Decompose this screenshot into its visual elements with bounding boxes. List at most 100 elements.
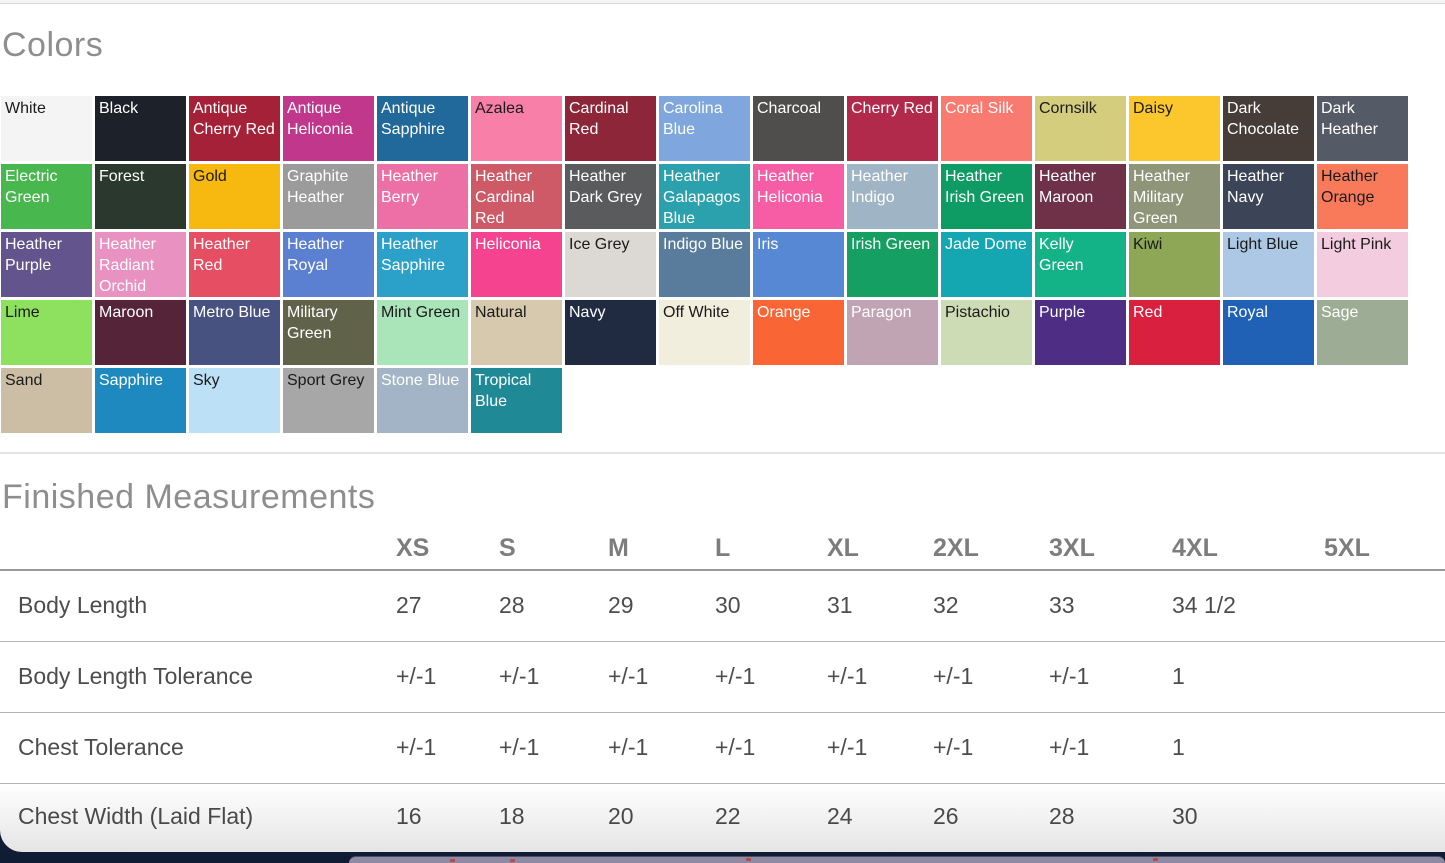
color-swatch-label: Jade Dome [945,236,1027,253]
color-swatch-sport-grey: Sport Grey [283,368,374,433]
color-swatch-carolina-blue: Carolina Blue [659,96,750,161]
color-swatch-label: Charcoal [757,100,822,117]
measurement-value-cell: 27 [396,570,499,642]
color-swatch-label: White [5,100,46,117]
color-swatch-indigo-blue: Indigo Blue [659,232,750,297]
color-swatch-sand: Sand [1,368,92,433]
color-swatch-dark-chocolate: Dark Chocolate [1223,96,1314,161]
color-swatch-label: Antique Cherry Red [193,100,275,138]
measurement-row-chest-tolerance: Chest Tolerance +/-1 +/-1 +/-1 +/-1 +/-1 +/-1 +… [0,712,1445,784]
color-swatch-label: Forest [99,168,145,185]
color-swatch-label: Stone Blue [381,372,460,389]
measurement-value-cell: 34 1/2 [1172,570,1324,642]
color-swatch-label: Off White [663,304,730,321]
color-swatch-paragon: Paragon [847,300,938,365]
color-swatch-cornsilk: Cornsilk [1035,96,1126,161]
color-swatch-label: Heather Radiant Orchid [99,236,156,295]
color-swatch-heather-military-green: Heather Military Green [1129,164,1220,229]
color-swatch-label: Sapphire [99,372,164,389]
measurement-value-cell: +/-1 [1049,641,1172,713]
color-swatch-daisy: Daisy [1129,96,1220,161]
measurement-value-cell [1324,570,1445,642]
size-column-header-s: S [499,528,608,571]
measurement-value-cell: +/-1 [827,641,933,713]
measurement-value-cell: +/-1 [396,712,499,784]
color-swatch-label: Cardinal Red [569,100,629,138]
measurement-value-cell: 29 [608,570,715,642]
color-swatch-label: Military Green [287,304,338,342]
size-column-header-2xl: 2XL [933,528,1049,571]
color-swatch-heather-dark-grey: Heather Dark Grey [565,164,656,229]
measurement-value-cell: +/-1 [608,641,715,713]
color-swatch-maroon: Maroon [95,300,186,365]
color-swatch-label: Heather Military Green [1133,168,1190,227]
size-column-header-xl: XL [827,528,933,571]
color-swatch-sage: Sage [1317,300,1408,365]
color-swatch-label: Red [1133,304,1163,321]
color-swatch-label: Heather Navy [1227,168,1284,206]
measurement-value-cell: 28 [1049,802,1075,829]
measurement-row-body-length-tolerance: Body Length Tolerance +/-1 +/-1 +/-1 +/-1 +/-… [0,641,1445,713]
color-swatch-label: Coral Silk [945,100,1014,117]
color-swatch-natural: Natural [471,300,562,365]
color-swatch-azalea: Azalea [471,96,562,161]
measurement-value-cell: +/-1 [827,712,933,784]
color-swatch-antique-cherry-red: Antique Cherry Red [189,96,280,161]
color-swatch-label: Carolina Blue [663,100,723,138]
measurements-section-heading: Finished Measurements [2,478,376,516]
color-swatch-label: Irish Green [851,236,931,253]
color-swatch-ice-grey: Ice Grey [565,232,656,297]
color-swatch-label: Dark Chocolate [1227,100,1300,138]
color-swatch-royal: Royal [1223,300,1314,365]
measurement-value-cell: 1 [1172,641,1324,713]
color-swatch-heliconia: Heliconia [471,232,562,297]
color-swatch-label: Lime [5,304,40,321]
color-swatch-label: Azalea [475,100,524,117]
color-swatch-heather-irish-green: Heather Irish Green [941,164,1032,229]
color-swatch-heather-purple: Heather Purple [1,232,92,297]
measurement-value-cell [1324,783,1445,849]
measurements-table: XS S M L XL 2XL 3XL 4XL 5XL Body Length 27 28 29 30 3… [0,528,1445,849]
measurement-value-cell: 33 [1049,570,1172,642]
color-swatch-label: Purple [1039,304,1086,321]
color-swatch-graphite-heather: Graphite Heather [283,164,374,229]
measurement-value-cell: 22 [715,802,741,829]
color-swatch-orange: Orange [753,300,844,365]
color-swatch-label: Pistachio [945,304,1010,321]
color-swatch-label: Kiwi [1133,236,1163,253]
color-swatch-label: Heather Heliconia [757,168,823,206]
color-swatch-heather-maroon: Heather Maroon [1035,164,1126,229]
measurement-value-cell: 28 [499,570,608,642]
color-swatch-electric-green: Electric Green [1,164,92,229]
color-swatch-antique-heliconia: Antique Heliconia [283,96,374,161]
size-column-header-4xl: 4XL [1172,528,1324,571]
measurement-value-cell: +/-1 [933,712,1049,784]
size-column-header-l: L [715,528,827,571]
color-swatch-label: Mint Green [381,304,461,321]
measurement-value-cell: 32 [933,570,1049,642]
color-swatch-label: Heather Royal [287,236,344,274]
overlay-red-mark [510,859,515,862]
measurement-row-body-length: Body Length 27 28 29 30 31 32 33 34 1/2 [0,570,1445,642]
overlay-red-mark [1153,858,1158,861]
color-swatch-iris: Iris [753,232,844,297]
measurement-value-cell: 1 [1172,712,1324,784]
size-column-header-m: M [608,528,715,571]
color-swatch-label: Heather Berry [381,168,438,206]
measurement-value-cell: +/-1 [715,641,827,713]
color-swatch-label: Tropical Blue [475,372,532,410]
measurement-value-cell: +/-1 [499,712,608,784]
measurement-value-cell: +/-1 [715,712,827,784]
page-top-divider [0,0,1445,4]
overlay-red-mark [746,858,751,861]
color-swatch-lime: Lime [1,300,92,365]
color-swatch-stone-blue: Stone Blue [377,368,468,433]
color-swatch-navy: Navy [565,300,656,365]
color-swatch-label: Sport Grey [287,372,365,389]
color-swatch-label: Maroon [99,304,154,321]
color-swatch-label: Heather Indigo [851,168,908,206]
color-swatch-light-blue: Light Blue [1223,232,1314,297]
color-swatch-sapphire: Sapphire [95,368,186,433]
color-swatch-heather-sapphire: Heather Sapphire [377,232,468,297]
measurement-value-cell: +/-1 [933,641,1049,713]
